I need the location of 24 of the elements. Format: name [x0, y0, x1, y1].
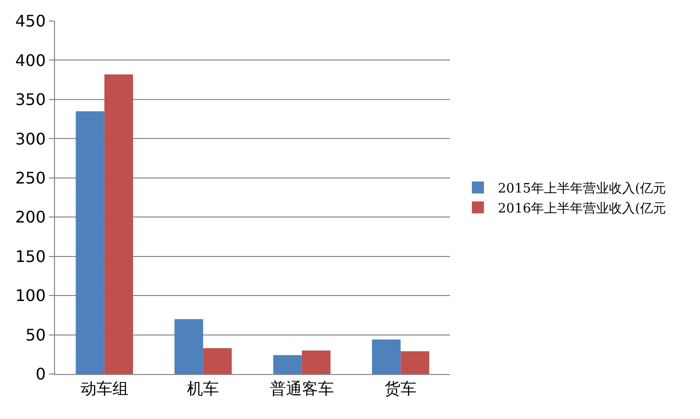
- y-tick-label: 0: [36, 364, 46, 384]
- y-tick-label: 250: [15, 168, 46, 188]
- x-tick-label: 动车组: [80, 379, 128, 398]
- bar: [372, 339, 401, 374]
- bar: [76, 111, 104, 374]
- y-tick-label: 450: [15, 12, 46, 31]
- y-tick-label: 350: [15, 90, 46, 110]
- y-tick-label: 300: [15, 129, 46, 148]
- bar: [302, 350, 331, 374]
- legend-label: 2015年上半年营业收入(亿元: [498, 182, 666, 197]
- x-tick-label: 机车: [187, 379, 220, 398]
- x-tick-label: 货车: [384, 379, 417, 398]
- bar: [203, 348, 232, 374]
- legend-label: 2016年上半年营业收入(亿元: [498, 201, 666, 216]
- bar: [104, 74, 134, 374]
- y-tick-label: 50: [25, 325, 46, 344]
- bar: [174, 319, 204, 374]
- bar: [400, 351, 430, 374]
- y-tick-label: 400: [15, 50, 46, 70]
- bar: [273, 355, 302, 374]
- x-tick-label: 普通客车: [270, 379, 334, 398]
- y-tick-label: 150: [15, 246, 46, 266]
- y-tick-label: 200: [15, 208, 46, 227]
- y-tick-label: 100: [15, 286, 46, 306]
